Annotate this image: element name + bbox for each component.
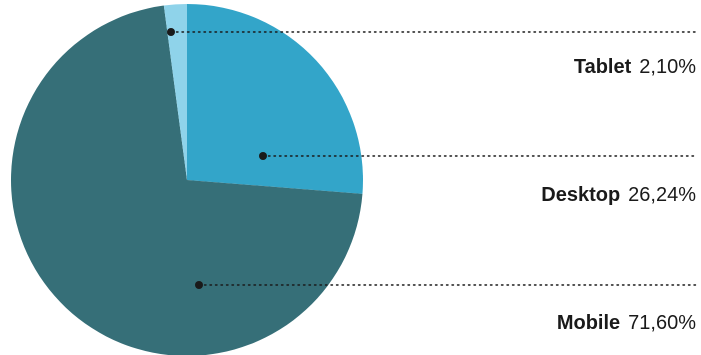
leader-dot-tablet [167, 28, 175, 36]
legend-entry-tablet: Tablet 2,10% [574, 55, 696, 79]
leader-lines-layer [167, 28, 698, 289]
legend-label-desktop: Desktop [541, 184, 621, 206]
legend-label-mobile: Mobile [556, 312, 621, 334]
legend-value-desktop: 26,24% [628, 184, 696, 206]
legend-value-tablet: 2,10% [639, 56, 696, 78]
leader-dot-desktop [259, 152, 267, 160]
pie-slice-desktop [187, 4, 363, 194]
legend-label-tablet: Tablet [573, 56, 632, 78]
pie-slice-mobile [10, 5, 363, 355]
legend-entry-desktop: Desktop 26,24% [541, 183, 696, 207]
legend-entry-mobile: Mobile 71,60% [557, 311, 696, 335]
legend-value-mobile: 71,60% [628, 312, 696, 334]
pie-slice-tablet [163, 3, 187, 180]
slices-layer [10, 3, 363, 355]
leader-dot-mobile [195, 281, 203, 289]
